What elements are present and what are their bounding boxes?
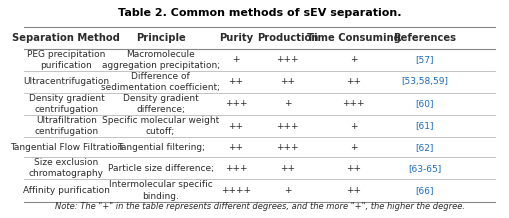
Text: +++: +++: [225, 164, 247, 173]
Text: Macromolecule
aggregation precipitation;: Macromolecule aggregation precipitation;: [102, 50, 220, 70]
Text: +++: +++: [225, 99, 247, 109]
Text: Production: Production: [257, 33, 319, 43]
Text: +++: +++: [276, 143, 299, 152]
Text: Size exclusion
chromatography: Size exclusion chromatography: [29, 158, 104, 179]
Text: Ultracentrifugation: Ultracentrifugation: [23, 77, 109, 86]
Text: Intermolecular specific
binding.: Intermolecular specific binding.: [109, 181, 212, 201]
Text: ++++: ++++: [221, 186, 251, 195]
Text: Table 2. Common methods of sEV separation.: Table 2. Common methods of sEV separatio…: [118, 8, 401, 18]
Text: +: +: [284, 186, 292, 195]
Text: Density gradient
centrifugation: Density gradient centrifugation: [29, 94, 104, 114]
Text: Tangential Flow Filtration: Tangential Flow Filtration: [10, 143, 123, 152]
Text: Density gradient
difference;: Density gradient difference;: [123, 94, 199, 114]
Text: PEG precipitation
purification: PEG precipitation purification: [27, 50, 105, 70]
Text: +: +: [232, 55, 240, 64]
Text: ++: ++: [229, 122, 243, 131]
Text: +: +: [284, 99, 292, 109]
Text: +++: +++: [343, 99, 365, 109]
Text: +: +: [350, 55, 357, 64]
Text: [60]: [60]: [415, 99, 434, 109]
Text: Particle size difference;: Particle size difference;: [107, 164, 214, 173]
Text: [57]: [57]: [415, 55, 434, 64]
Text: References: References: [393, 33, 456, 43]
Text: ++: ++: [346, 186, 361, 195]
Text: ++: ++: [346, 77, 361, 86]
Text: Separation Method: Separation Method: [13, 33, 120, 43]
Text: +: +: [350, 143, 357, 152]
Text: [53,58,59]: [53,58,59]: [401, 77, 448, 86]
Text: ++: ++: [280, 164, 295, 173]
Text: Affinity purification: Affinity purification: [23, 186, 110, 195]
Text: Purity: Purity: [219, 33, 253, 43]
Text: [66]: [66]: [415, 186, 434, 195]
Text: ++: ++: [346, 164, 361, 173]
Text: Ultrafiltration
centrifugation: Ultrafiltration centrifugation: [34, 116, 98, 136]
Text: Note: The "+" in the table represents different degrees, and the more "+", the h: Note: The "+" in the table represents di…: [54, 202, 465, 211]
Text: Principle: Principle: [136, 33, 185, 43]
Text: Time Consuming: Time Consuming: [307, 33, 401, 43]
Text: +: +: [350, 122, 357, 131]
Text: +++: +++: [276, 122, 299, 131]
Text: ++: ++: [229, 143, 243, 152]
Text: +++: +++: [276, 55, 299, 64]
Text: Tangential filtering;: Tangential filtering;: [117, 143, 205, 152]
Text: Specific molecular weight
cutoff;: Specific molecular weight cutoff;: [102, 116, 219, 136]
Text: [61]: [61]: [415, 122, 434, 131]
Text: ++: ++: [280, 77, 295, 86]
Text: [63-65]: [63-65]: [408, 164, 441, 173]
Text: Difference of
sedimentation coefficient;: Difference of sedimentation coefficient;: [101, 72, 220, 92]
Text: ++: ++: [229, 77, 243, 86]
Text: [62]: [62]: [415, 143, 434, 152]
